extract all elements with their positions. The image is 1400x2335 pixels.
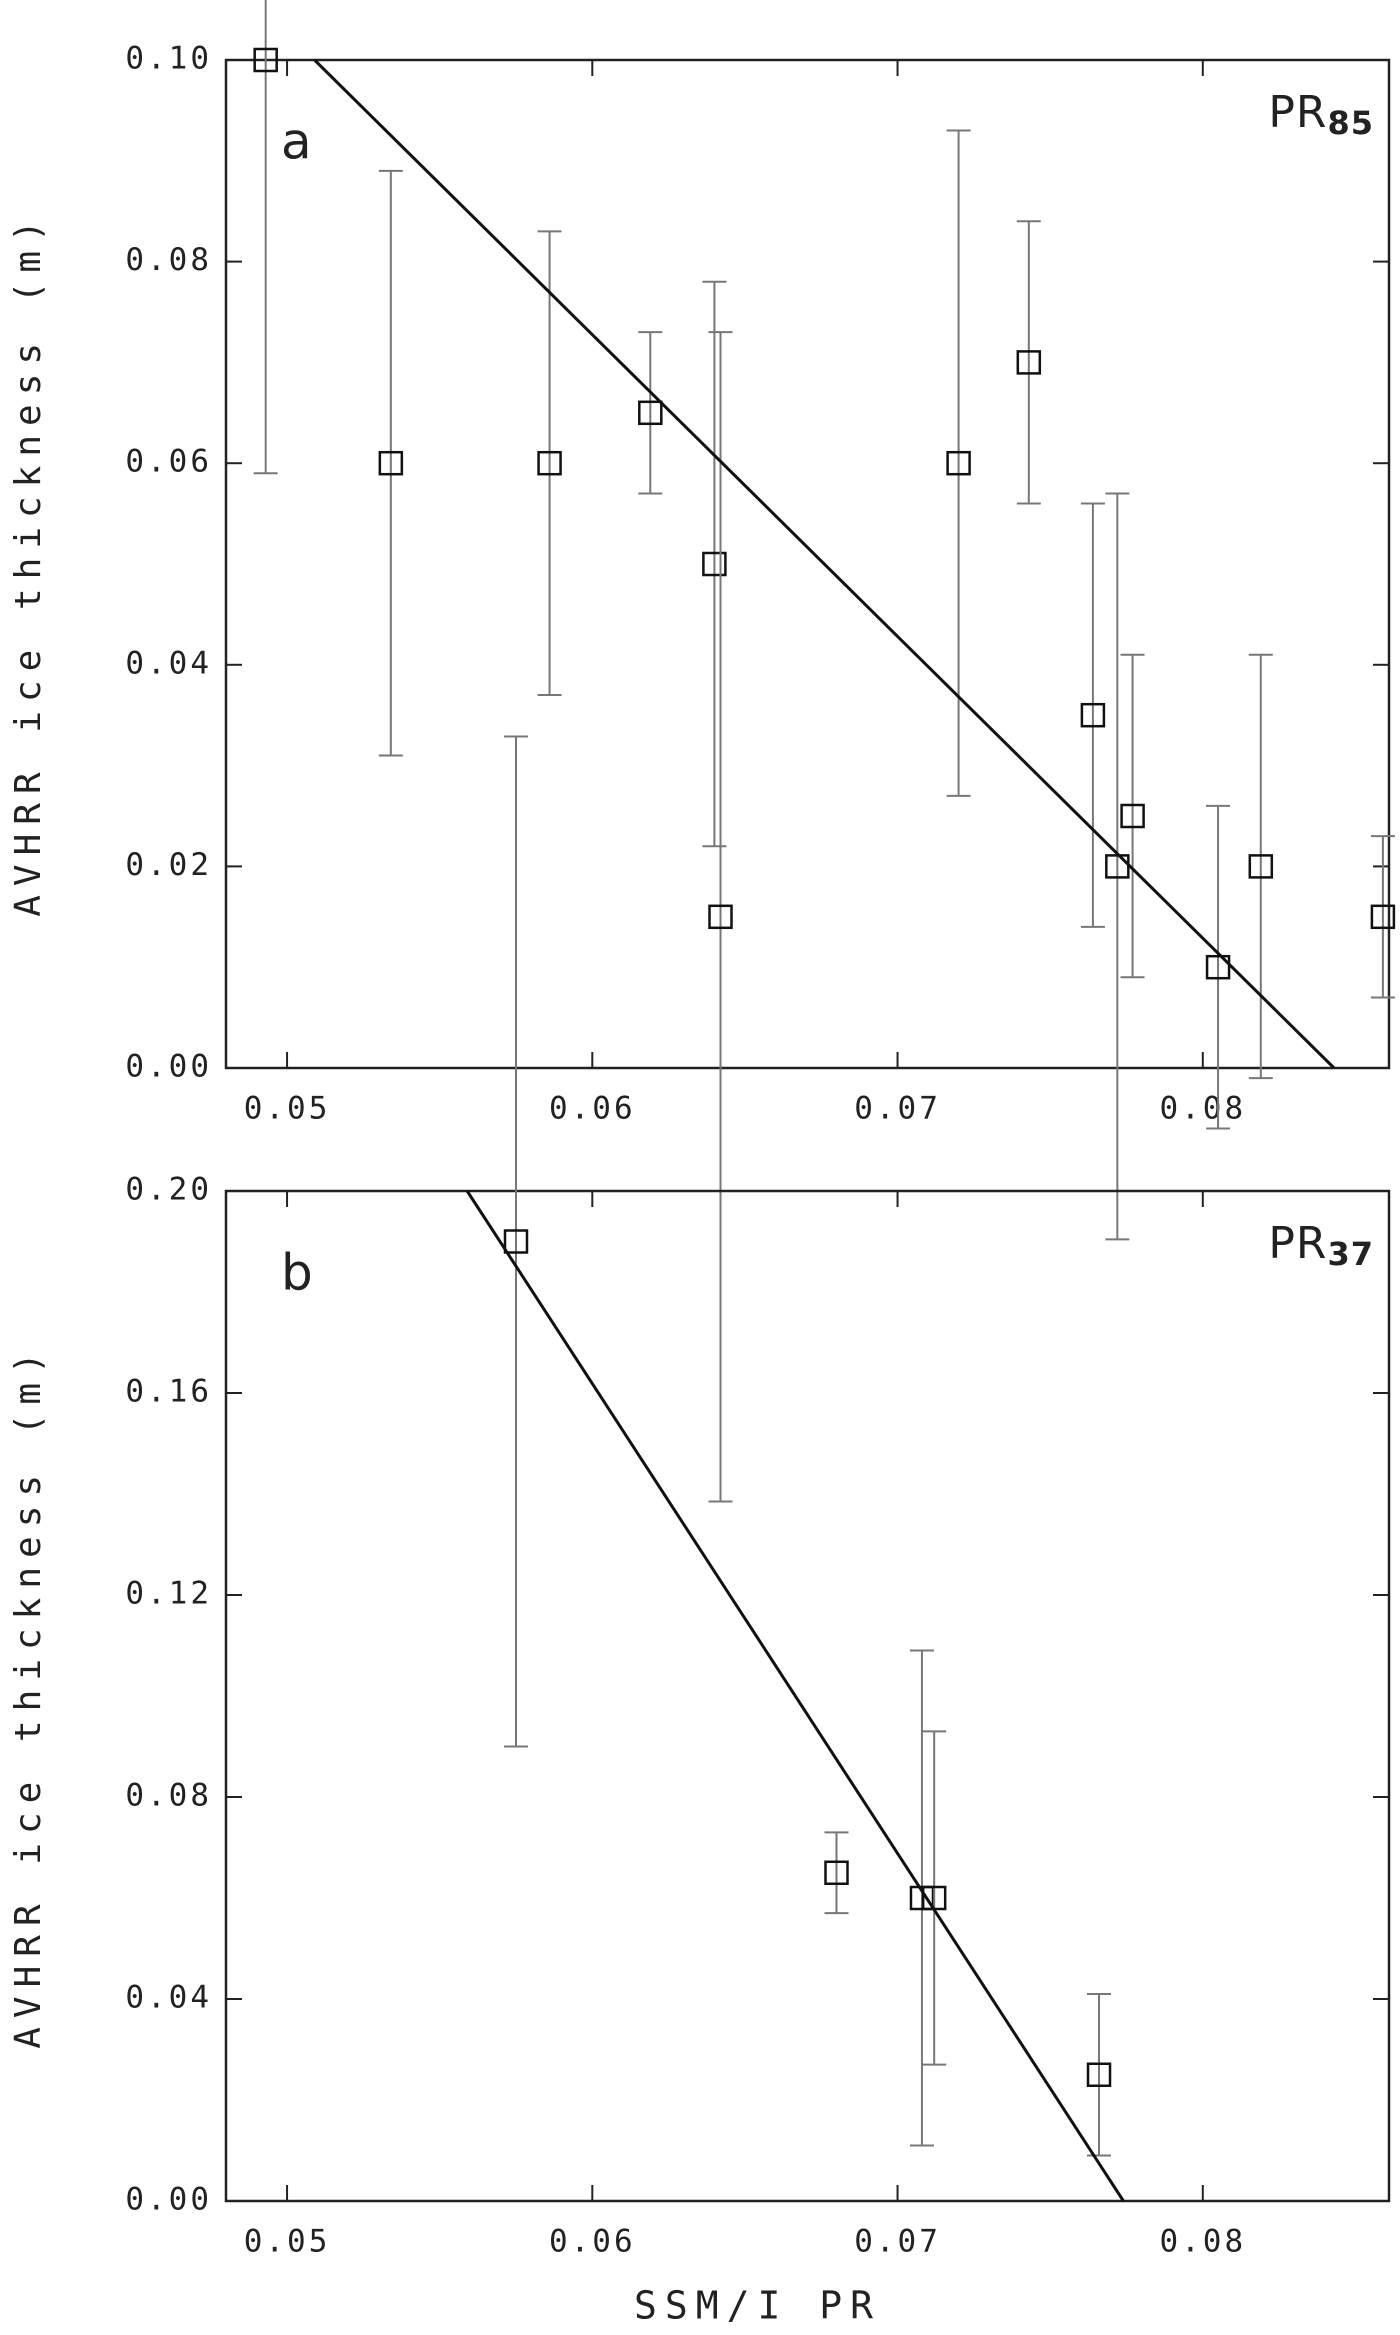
y-axis-label: AVHRR ice thickness (m) <box>8 1343 49 2049</box>
data-point <box>378 450 404 476</box>
y-axis-label: AVHRR ice thickness (m) <box>8 211 49 917</box>
panel-label-sub: 37 <box>1327 1235 1374 1273</box>
x-tick-label: 0.05 <box>244 1091 331 1127</box>
x-tick-label: 0.07 <box>854 2224 941 2260</box>
fit-line <box>313 58 1336 1070</box>
y-tick-label: 0.16 <box>125 1374 212 1410</box>
y-tick-label: 0.04 <box>125 1980 212 2016</box>
y-tick-label: 0.00 <box>125 1049 212 1085</box>
panel-label-text: PR <box>1268 87 1327 138</box>
plot-frame <box>224 1189 1391 2203</box>
y-tick-label: 0.10 <box>125 41 212 77</box>
y-tick-label: 0.00 <box>125 2182 212 2218</box>
x-tick-label: 0.06 <box>549 1091 636 1127</box>
data-point <box>1370 904 1396 930</box>
data-point <box>1120 803 1145 829</box>
y-tick-label: 0.04 <box>125 645 212 681</box>
x-tick-label: 0.05 <box>244 2224 331 2260</box>
fit-line <box>465 1190 1125 2202</box>
data-point <box>1248 854 1274 879</box>
panel-letter: b <box>281 1244 316 1302</box>
plot-frame <box>224 58 1391 1070</box>
x-tick-label: 0.06 <box>549 2224 636 2260</box>
x-axis-label: SSM/I PR <box>634 2284 881 2328</box>
data-point <box>503 1229 529 1254</box>
data-point <box>1016 350 1042 375</box>
data-point <box>1205 954 1231 980</box>
y-tick-label: 0.02 <box>125 847 212 883</box>
x-tick-label: 0.08 <box>1159 2224 1246 2260</box>
data-point <box>708 904 733 930</box>
data-point <box>638 400 663 426</box>
data-point <box>1086 2062 1112 2087</box>
x-tick-label: 0.07 <box>854 1091 941 1127</box>
data-point <box>1080 702 1106 728</box>
y-tick-label: 0.08 <box>125 242 212 278</box>
data-point <box>946 450 971 476</box>
panel-label-text: PR <box>1268 1218 1327 1269</box>
data-point <box>253 47 278 73</box>
y-tick-label: 0.06 <box>125 444 212 480</box>
panel-label-sub: 85 <box>1327 104 1374 142</box>
y-tick-label: 0.12 <box>125 1576 212 1612</box>
data-point <box>537 450 562 476</box>
data-point <box>702 551 727 577</box>
panel-label: PR85 <box>1268 87 1374 142</box>
data-point <box>824 1860 849 1885</box>
y-tick-label: 0.08 <box>125 1778 212 1814</box>
y-tick-label: 0.20 <box>125 1172 212 1208</box>
panel-label: PR37 <box>1268 1218 1374 1273</box>
x-tick-label: 0.08 <box>1159 1091 1246 1127</box>
panel-letter: a <box>281 113 315 171</box>
